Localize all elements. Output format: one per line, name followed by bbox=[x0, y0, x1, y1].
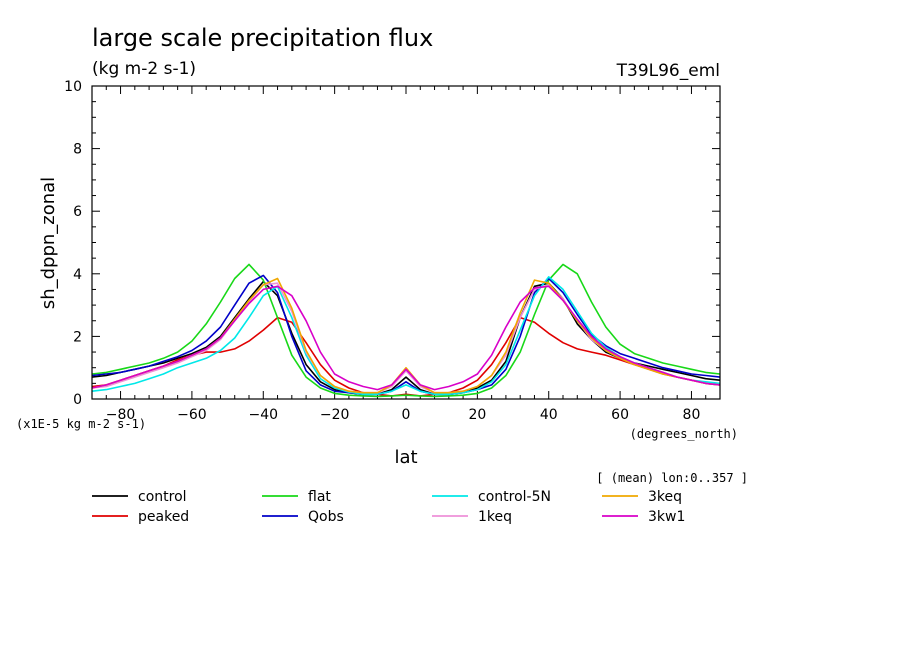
legend-label-1keq: 1keq bbox=[478, 509, 512, 525]
y-axis-label: sh_dppn_zonal bbox=[38, 177, 59, 309]
series-line-control bbox=[91, 280, 721, 396]
x-tick-label: −80 bbox=[106, 407, 136, 423]
y-tick-label: 6 bbox=[73, 204, 82, 220]
x-tick-label: −40 bbox=[248, 407, 278, 423]
y-tick-label: 2 bbox=[73, 329, 82, 345]
chart-subtitle: (kg m-2 s-1) bbox=[92, 59, 196, 79]
x-axis-label: lat bbox=[394, 447, 417, 468]
x-tick-label: −60 bbox=[177, 407, 207, 423]
y-tick-label: 0 bbox=[73, 392, 82, 408]
series-line-3kw1 bbox=[91, 285, 721, 391]
legend-label-flat: flat bbox=[308, 489, 331, 505]
series-line-flat bbox=[91, 263, 721, 398]
run-label: T39L96_eml bbox=[616, 61, 720, 81]
legend: control peaked flat Qobs control-5N 1keq 3keq 3… bbox=[92, 489, 685, 525]
y-scale-note: (x1E-5 kg m-2 s-1) bbox=[16, 417, 146, 431]
y-tick-label: 4 bbox=[73, 267, 82, 283]
y-tick-label: 8 bbox=[73, 142, 82, 158]
series-lines bbox=[91, 263, 721, 398]
y-tick-label: 10 bbox=[64, 79, 82, 95]
x-tick-label: 40 bbox=[540, 407, 558, 423]
x-tick-label: −20 bbox=[320, 407, 350, 423]
legend-label-3keq: 3keq bbox=[648, 489, 682, 505]
legend-label-3kw1: 3kw1 bbox=[648, 509, 685, 525]
series-line-qobs bbox=[91, 274, 721, 396]
legend-label-control: control bbox=[138, 489, 187, 505]
series-line-1keq bbox=[91, 282, 721, 394]
x-units: (degrees_north) bbox=[630, 427, 738, 441]
mean-note: [ (mean) lon:0..357 ] bbox=[596, 471, 748, 485]
legend-label-qobs: Qobs bbox=[308, 509, 344, 525]
legend-label-peaked: peaked bbox=[138, 509, 189, 525]
plot-frame bbox=[91, 85, 721, 400]
chart-title: large scale precipitation flux bbox=[92, 24, 433, 52]
x-tick-label: 20 bbox=[468, 407, 486, 423]
x-tick-label: 80 bbox=[683, 407, 701, 423]
series-line-3keq bbox=[91, 277, 721, 394]
x-tick-label: 0 bbox=[402, 407, 411, 423]
legend-label-control-5n: control-5N bbox=[478, 489, 551, 505]
x-tick-label: 60 bbox=[611, 407, 629, 423]
axis-ticks: −80 −60 −40 −20 0 20 40 60 80 0 2 4 6 8 10 bbox=[64, 79, 721, 423]
